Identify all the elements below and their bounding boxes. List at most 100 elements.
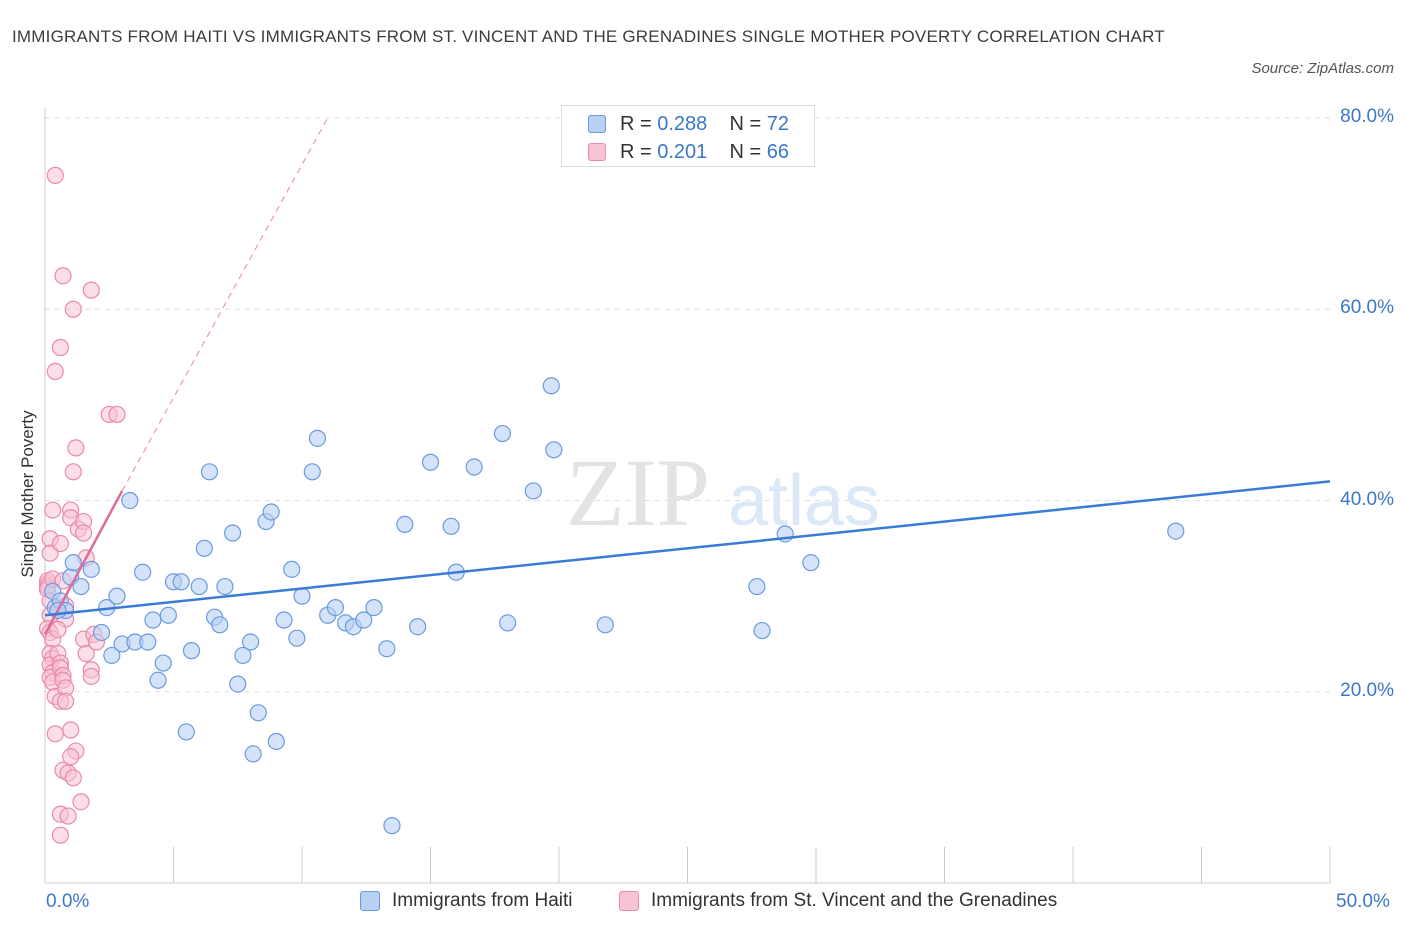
data-point-haiti — [542, 377, 560, 395]
bottom-legend-swatch-st-vincent — [619, 891, 639, 911]
data-point-haiti — [82, 560, 100, 578]
data-point-st-vincent — [51, 338, 70, 357]
data-point-haiti — [149, 671, 167, 689]
legend-n-label: N = — [729, 141, 767, 163]
data-point-haiti — [72, 577, 90, 596]
legend-swatch-haiti — [588, 115, 606, 133]
data-point-haiti — [409, 618, 427, 636]
data-point-haiti — [242, 633, 260, 651]
data-point-haiti — [326, 598, 345, 617]
legend-r-value: 0.288 — [657, 113, 708, 135]
data-point-haiti — [195, 539, 213, 557]
data-point-haiti — [216, 577, 234, 596]
data-point-haiti — [234, 646, 252, 665]
data-point-haiti — [396, 515, 414, 534]
data-point-haiti — [200, 463, 219, 481]
chart-title: IMMIGRANTS FROM HAITI VS IMMIGRANTS FROM… — [12, 27, 1165, 46]
data-point-haiti — [211, 616, 229, 634]
data-point-st-vincent — [51, 826, 70, 844]
data-point-haiti — [442, 517, 460, 535]
data-point-haiti — [267, 732, 285, 751]
legend-n-value: 72 — [766, 113, 790, 135]
y-tick-label: 60.0% — [1340, 297, 1394, 319]
data-point-haiti — [283, 560, 301, 578]
data-point-haiti — [524, 482, 542, 500]
y-axis-label: Single Mother Poverty — [18, 410, 37, 578]
data-point-haiti — [92, 623, 111, 642]
data-point-st-vincent — [54, 267, 72, 285]
grid-lines — [45, 117, 1330, 693]
trend-line-haiti — [44, 480, 1331, 617]
axes — [44, 108, 1331, 884]
legend-r-label: R = — [620, 113, 658, 135]
data-point-haiti — [249, 704, 267, 722]
trend-line-st-vincent-extrapolated — [121, 117, 329, 492]
x-tick-label-max: 50.0% — [1336, 891, 1390, 912]
y-tick-label: 20.0% — [1340, 679, 1394, 701]
data-point-haiti — [1167, 522, 1185, 540]
data-point-haiti — [190, 577, 208, 596]
data-point-haiti — [134, 563, 152, 581]
y-tick-label: 40.0% — [1340, 488, 1394, 510]
legend-r-label: R = — [620, 141, 658, 163]
watermark: ZIP atlas — [566, 439, 880, 546]
data-point-haiti — [182, 642, 201, 660]
points-st-vincent — [38, 166, 126, 844]
data-point-st-vincent — [62, 721, 80, 739]
legend-n-value: 66 — [766, 141, 790, 163]
data-point-st-vincent — [108, 405, 126, 424]
data-point-st-vincent — [46, 362, 64, 381]
bottom-legend-swatch-haiti — [360, 891, 380, 911]
data-point-st-vincent — [49, 620, 67, 639]
bottom-legend-label-haiti: Immigrants from Haiti — [392, 890, 573, 911]
trend-lines — [43, 117, 1331, 635]
data-point-haiti — [288, 629, 306, 647]
data-point-haiti — [103, 646, 121, 665]
source-label: Source: ZipAtlas.com — [1251, 60, 1394, 77]
data-point-haiti — [365, 598, 383, 617]
data-point-st-vincent — [77, 644, 95, 663]
data-point-haiti — [224, 524, 242, 542]
data-point-haiti — [244, 745, 262, 763]
data-point-haiti — [303, 463, 321, 481]
data-point-haiti — [108, 587, 126, 605]
data-point-st-vincent — [64, 769, 82, 787]
data-point-haiti — [172, 573, 190, 591]
data-point-haiti — [748, 577, 766, 596]
data-point-st-vincent — [64, 300, 82, 318]
watermark-zip: ZIP — [566, 439, 710, 546]
data-point-haiti — [378, 640, 396, 658]
y-tick-label: 80.0% — [1340, 106, 1394, 127]
points-haiti — [44, 377, 1185, 835]
data-point-haiti — [499, 614, 517, 632]
legend-swatch-st-vincent — [588, 143, 606, 161]
trend-line-st-vincent — [43, 490, 124, 635]
bottom-legend-label-st-vincent: Immigrants from St. Vincent and the Gren… — [651, 890, 1058, 911]
data-point-haiti — [753, 621, 771, 640]
data-point-haiti — [596, 616, 614, 634]
data-point-haiti — [262, 503, 280, 521]
data-point-st-vincent — [67, 439, 85, 457]
data-point-haiti — [121, 491, 139, 510]
x-tick-label-min: 0.0% — [46, 891, 90, 912]
data-point-haiti — [154, 654, 172, 672]
data-point-haiti — [355, 611, 373, 629]
data-point-haiti — [545, 441, 563, 459]
data-point-haiti — [293, 587, 311, 605]
data-point-st-vincent — [74, 524, 93, 542]
data-point-haiti — [802, 554, 820, 572]
data-point-haiti — [493, 424, 512, 443]
data-point-st-vincent — [82, 281, 100, 299]
data-point-st-vincent — [62, 748, 80, 766]
data-point-st-vincent — [72, 793, 90, 811]
data-point-haiti — [144, 611, 162, 629]
data-point-st-vincent — [82, 667, 100, 686]
correlation-legend: R = 0.288 N = 72 R = 0.201 N = 66 — [561, 105, 815, 167]
data-point-haiti — [177, 723, 195, 741]
data-point-st-vincent — [64, 463, 82, 481]
legend-r-value: 0.201 — [657, 141, 708, 163]
data-point-haiti — [275, 611, 293, 629]
watermark-atlas: atlas — [728, 461, 880, 541]
data-point-st-vincent — [59, 807, 77, 825]
